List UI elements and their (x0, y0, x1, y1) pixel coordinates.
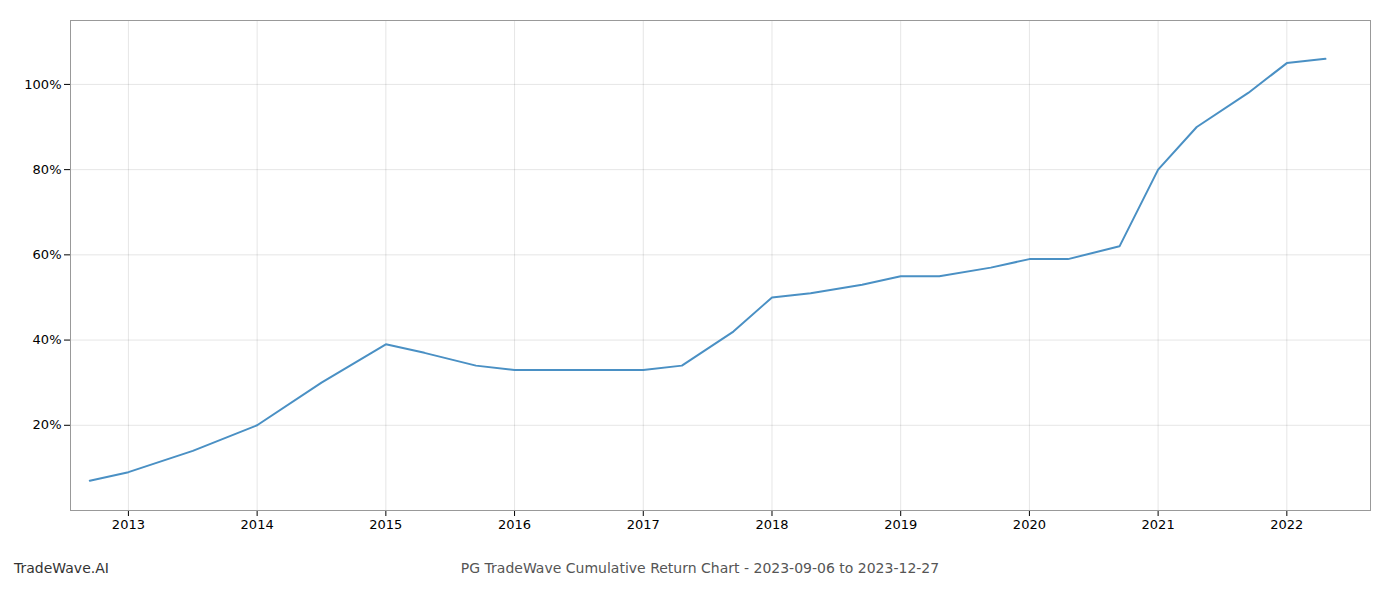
svg-text:2018: 2018 (755, 517, 788, 532)
svg-text:2017: 2017 (627, 517, 660, 532)
html-text:TradeWave.AI: TradeWave.AI (14, 560, 109, 576)
svg-text:2022: 2022 (1270, 517, 1303, 532)
svg-text:80%: 80% (33, 162, 62, 177)
svg-text:2021: 2021 (1142, 517, 1175, 532)
svg-text:2019: 2019 (884, 517, 917, 532)
svg-text:60%: 60% (33, 247, 62, 262)
svg-text:2015: 2015 (369, 517, 402, 532)
svg-text:2020: 2020 (1013, 517, 1046, 532)
svg-text:100%: 100% (24, 77, 61, 92)
html-text:PG TradeWave Cumulative Return: PG TradeWave Cumulative Return Chart - 2… (460, 560, 940, 576)
svg-text:20%: 20% (33, 417, 62, 432)
svg-text:2016: 2016 (498, 517, 531, 532)
svg-text:40%: 40% (33, 332, 62, 347)
svg-text:2014: 2014 (241, 517, 274, 532)
svg-text:2013: 2013 (112, 517, 145, 532)
